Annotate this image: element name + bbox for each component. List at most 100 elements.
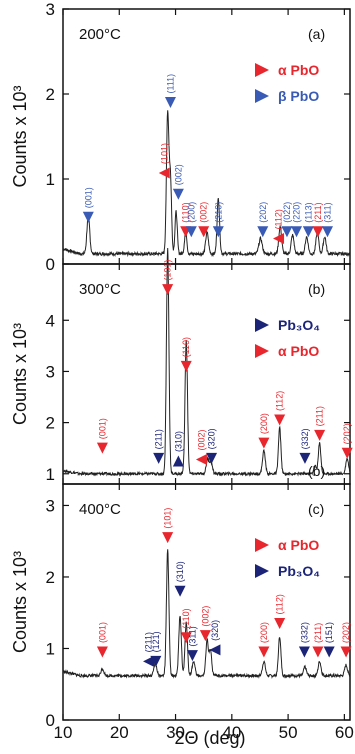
- xrd-trace: [62, 247, 351, 477]
- peak-marker: [186, 650, 198, 662]
- legend-marker: [255, 538, 269, 552]
- peak-marker: [273, 233, 285, 244]
- peak-marker: [341, 447, 353, 459]
- hkl-label: (001): [97, 622, 107, 643]
- hkl-label: (112): [274, 209, 284, 229]
- y-tick-label: 2: [46, 414, 55, 433]
- hkl-label: (101): [163, 260, 173, 281]
- peak-marker: [180, 632, 192, 644]
- hkl-label: (002): [199, 202, 209, 223]
- temperature-label: 200°C: [79, 26, 121, 43]
- y-axis-title: Counts x 10³: [10, 85, 30, 187]
- y-tick-label: 4: [46, 311, 55, 330]
- hkl-label: (002): [173, 164, 183, 185]
- temperature-label: 300°C: [79, 281, 121, 298]
- peak-marker: [274, 617, 286, 629]
- hkl-label: (220): [292, 202, 302, 223]
- x-tick-label: 30: [166, 723, 185, 742]
- hkl-label: (320): [210, 620, 220, 641]
- panels-group: 0 1 2 3 Counts x 10³ (001) (111) (101) (002) (110…: [10, 0, 353, 730]
- panel-0: 0 1 2 3 Counts x 10³ (001) (111) (101) (002) (110…: [10, 0, 351, 274]
- panel-letter: (a): [308, 26, 325, 42]
- peak-marker: [185, 226, 197, 238]
- hkl-label: (211): [144, 632, 154, 652]
- x-tick-label: 40: [222, 723, 241, 742]
- legend-marker: [255, 89, 269, 103]
- panel-letter-extra: (b): [308, 463, 325, 479]
- peak-marker: [153, 452, 165, 464]
- legend-label: α PbO: [278, 62, 319, 78]
- panel-letter: (b): [308, 281, 325, 297]
- hkl-label: (202): [342, 423, 352, 444]
- peak-marker: [302, 226, 314, 238]
- hkl-label: (110): [181, 608, 191, 628]
- peak-marker: [314, 429, 326, 441]
- hkl-label: (001): [97, 418, 107, 439]
- x-tick-label: 20: [110, 723, 129, 742]
- y-tick-label: 3: [46, 362, 55, 381]
- hkl-label: (110): [181, 202, 191, 222]
- panel-letter: (c): [308, 501, 324, 517]
- hkl-label: (310): [173, 431, 183, 452]
- hkl-label: (022): [282, 202, 292, 223]
- y-tick-label: 2: [46, 568, 55, 587]
- peak-marker: [162, 284, 174, 296]
- xrd-trace: [62, 549, 351, 680]
- hkl-label: (200): [186, 202, 196, 223]
- hkl-label: (002): [200, 606, 210, 627]
- peak-marker: [174, 585, 186, 597]
- peak-marker: [312, 646, 324, 658]
- xrd-trace: [62, 110, 351, 258]
- peak-marker: [312, 226, 324, 238]
- y-tick-label: 1: [46, 170, 55, 189]
- hkl-label: (111): [165, 74, 175, 94]
- x-tick-label: 60: [335, 723, 354, 742]
- peak-marker: [321, 226, 333, 238]
- y-tick-label: 1: [46, 639, 55, 658]
- y-tick-label: 0: [46, 711, 55, 730]
- legend-marker: [255, 344, 269, 358]
- y-tick-label: 3: [46, 496, 55, 515]
- x-tick-label: 10: [54, 723, 73, 742]
- x-tick-label: 50: [279, 723, 298, 742]
- peak-marker: [96, 442, 108, 454]
- legend-label: Pb₃O₄: [278, 563, 320, 579]
- hkl-label: (121): [151, 631, 161, 652]
- peak-marker: [291, 226, 303, 238]
- peak-marker: [158, 167, 170, 179]
- peak-marker: [323, 646, 335, 658]
- y-tick-label: 3: [46, 0, 55, 19]
- hkl-label: (332): [300, 428, 310, 449]
- hkl-label: (110): [181, 337, 191, 357]
- peak-marker: [96, 646, 108, 658]
- legend-marker: [255, 318, 269, 332]
- x-axis: 2Θ (deg) 10 20 30 40 50 60: [54, 723, 354, 748]
- peak-marker: [164, 97, 176, 108]
- hkl-label: (202): [258, 202, 268, 223]
- hkl-label: (210): [213, 202, 223, 223]
- x-axis-title: 2Θ (deg): [174, 728, 245, 748]
- hkl-label: (101): [163, 508, 173, 529]
- hkl-label: (211): [154, 429, 164, 449]
- panel-1: 1 2 3 4 Counts x 10³ (001) (211) (101) (310) (110…: [10, 247, 353, 485]
- hkl-label: (002): [196, 429, 206, 450]
- peak-marker: [150, 655, 162, 667]
- peak-marker: [340, 646, 352, 658]
- hkl-label: (211): [315, 406, 325, 426]
- hkl-label: (112): [275, 391, 285, 411]
- peak-marker: [298, 646, 310, 658]
- y-tick-label: 1: [46, 465, 55, 484]
- peak-marker: [162, 532, 174, 544]
- legend-label: β PbO: [278, 88, 319, 104]
- y-axis-title: Counts x 10³: [10, 551, 30, 653]
- peak-marker: [172, 455, 184, 467]
- hkl-label: (311): [187, 626, 197, 646]
- y-tick-label: 0: [46, 255, 55, 274]
- hkl-label: (200): [259, 622, 269, 643]
- hkl-label: (001): [83, 187, 93, 208]
- hkl-label: (332): [299, 622, 309, 643]
- peak-marker: [198, 226, 210, 238]
- peak-marker: [143, 655, 155, 667]
